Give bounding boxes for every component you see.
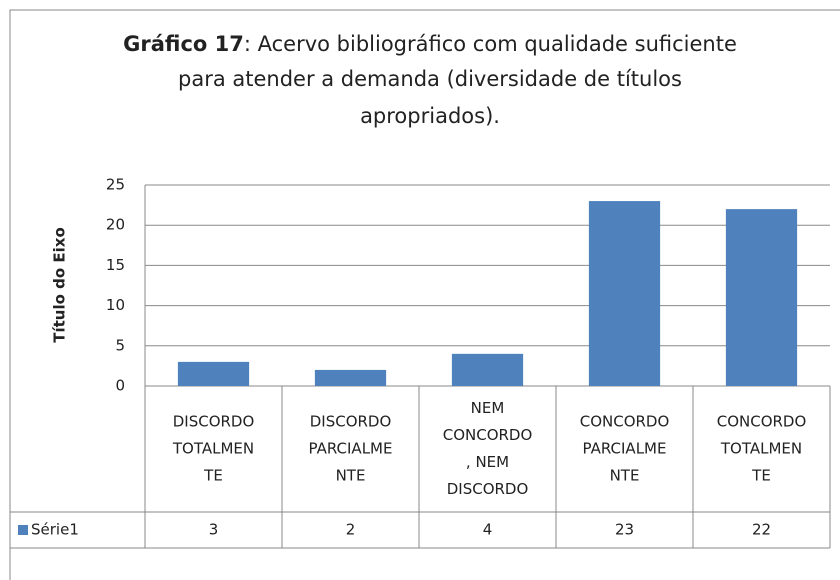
chart-frame bbox=[9, 9, 840, 580]
x-tick-label: NTE bbox=[610, 467, 640, 485]
chart-title: para atender a demanda (diversidade de t… bbox=[178, 67, 682, 91]
legend-label: Série1 bbox=[31, 521, 79, 539]
x-tick-label: PARCIALME bbox=[583, 440, 667, 458]
y-axis-label: Título do Eixo bbox=[51, 227, 69, 343]
x-tick-label: , NEM bbox=[466, 453, 509, 471]
chart-title: Gráfico 17: Acervo bibliográfico com qua… bbox=[123, 32, 737, 56]
x-tick-label: TE bbox=[751, 467, 771, 485]
x-tick-label: TOTALMEN bbox=[720, 440, 802, 458]
y-tick-label: 25 bbox=[106, 176, 125, 194]
x-tick-label: TOTALMEN bbox=[172, 440, 254, 458]
x-tick-label: PARCIALME bbox=[309, 440, 393, 458]
y-tick-label: 5 bbox=[115, 336, 125, 354]
y-tick-label: 15 bbox=[106, 256, 125, 274]
x-tick-label: CONCORDO bbox=[443, 426, 533, 444]
x-tick-label: NEM bbox=[471, 399, 505, 417]
table-value: 23 bbox=[615, 521, 634, 539]
x-tick-label: DISCORDO bbox=[173, 413, 255, 431]
y-tick-label: 20 bbox=[106, 216, 125, 234]
bar bbox=[177, 361, 250, 386]
title-bold: Gráfico 17 bbox=[123, 32, 244, 56]
table-value: 3 bbox=[209, 521, 219, 539]
table-value: 4 bbox=[483, 521, 493, 539]
bar bbox=[725, 209, 798, 386]
bar bbox=[588, 201, 661, 386]
bar bbox=[451, 353, 524, 386]
x-tick-label: CONCORDO bbox=[717, 413, 807, 431]
x-tick-label: DISCORDO bbox=[310, 413, 392, 431]
y-tick-label: 10 bbox=[106, 296, 125, 314]
title-rest: : Acervo bibliográfico com qualidade suf… bbox=[244, 32, 737, 56]
table-value: 2 bbox=[346, 521, 356, 539]
legend-swatch bbox=[18, 525, 28, 535]
table-value: 22 bbox=[752, 521, 771, 539]
x-tick-label: DISCORDO bbox=[447, 480, 529, 498]
x-tick-label: TE bbox=[203, 467, 223, 485]
x-tick-label: NTE bbox=[336, 467, 366, 485]
x-tick-label: CONCORDO bbox=[580, 413, 670, 431]
chart-title: apropriados). bbox=[360, 104, 500, 128]
bar bbox=[314, 369, 387, 386]
y-tick-label: 0 bbox=[115, 377, 125, 395]
